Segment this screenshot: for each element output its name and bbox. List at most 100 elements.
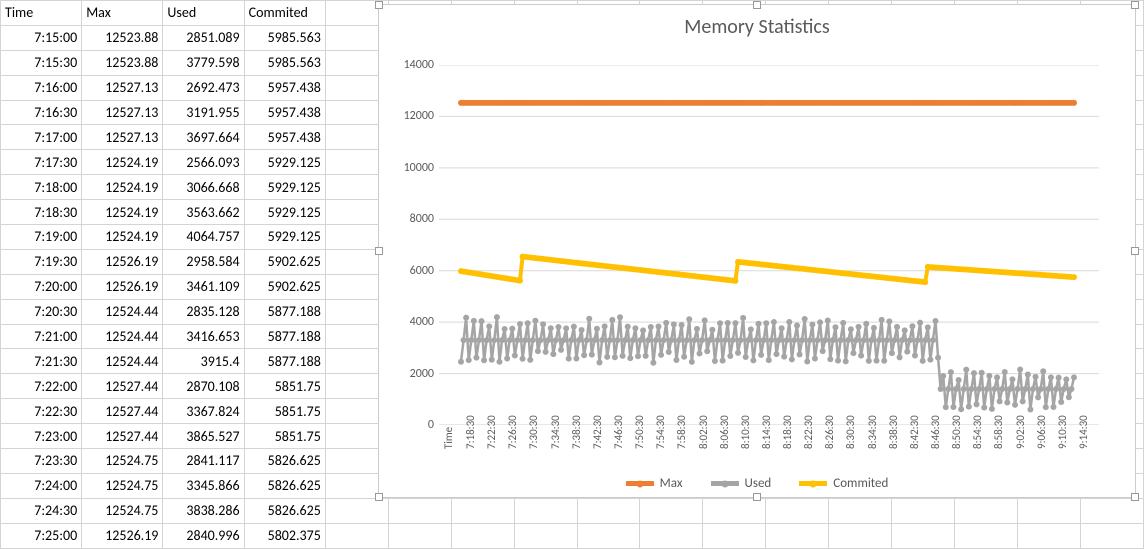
data-cell[interactable]: 12524.19 [82, 150, 163, 175]
data-cell[interactable]: 5957.438 [244, 100, 325, 125]
data-cell[interactable]: 7:24:00 [1, 473, 82, 498]
data-cell[interactable]: 7:15:30 [1, 50, 82, 75]
data-cell[interactable]: 7:18:30 [1, 200, 82, 225]
chart-handle-ne[interactable] [1131, 1, 1139, 9]
empty-cell[interactable] [955, 498, 1018, 523]
data-cell[interactable]: 7:18:00 [1, 175, 82, 200]
data-cell[interactable]: 2851.089 [163, 25, 244, 50]
data-cell[interactable]: 12527.44 [82, 374, 163, 399]
data-cell[interactable]: 5826.625 [244, 498, 325, 523]
empty-cell[interactable] [325, 523, 388, 548]
data-cell[interactable]: 7:16:00 [1, 75, 82, 100]
legend-item-commited[interactable]: Commited [799, 476, 888, 491]
empty-cell[interactable] [892, 498, 955, 523]
data-cell[interactable]: 12527.13 [82, 75, 163, 100]
data-cell[interactable]: 3838.286 [163, 498, 244, 523]
data-cell[interactable]: 3779.598 [163, 50, 244, 75]
data-cell[interactable]: 7:17:30 [1, 150, 82, 175]
data-cell[interactable]: 12524.75 [82, 449, 163, 474]
data-cell[interactable]: 12526.19 [82, 274, 163, 299]
empty-cell[interactable] [451, 523, 514, 548]
data-cell[interactable]: 7:21:00 [1, 324, 82, 349]
empty-cell[interactable] [577, 523, 640, 548]
empty-cell[interactable] [514, 523, 577, 548]
data-cell[interactable]: 12524.44 [82, 324, 163, 349]
data-cell[interactable]: 12524.19 [82, 225, 163, 250]
data-cell[interactable]: 5851.75 [244, 374, 325, 399]
data-cell[interactable]: 12526.19 [82, 523, 163, 548]
data-cell[interactable]: 3865.527 [163, 424, 244, 449]
chart-memory-statistics[interactable]: Memory Statistics 0200040006000800010000… [378, 4, 1136, 498]
data-cell[interactable]: 5877.188 [244, 324, 325, 349]
empty-cell[interactable] [640, 498, 703, 523]
data-cell[interactable]: 7:15:00 [1, 25, 82, 50]
chart-handle-e[interactable] [1131, 247, 1139, 255]
data-cell[interactable]: 5902.625 [244, 249, 325, 274]
chart-handle-nw[interactable] [375, 1, 383, 9]
data-cell[interactable]: 12527.44 [82, 424, 163, 449]
data-cell[interactable]: 5877.188 [244, 299, 325, 324]
empty-cell[interactable] [325, 498, 388, 523]
column-header-time[interactable]: Time [1, 1, 82, 26]
data-cell[interactable]: 5985.563 [244, 50, 325, 75]
data-cell[interactable]: 5929.125 [244, 200, 325, 225]
data-cell[interactable]: 12524.75 [82, 473, 163, 498]
empty-cell[interactable] [766, 498, 829, 523]
data-cell[interactable]: 7:22:30 [1, 399, 82, 424]
data-cell[interactable]: 2835.128 [163, 299, 244, 324]
data-cell[interactable]: 5826.625 [244, 473, 325, 498]
data-cell[interactable]: 12527.44 [82, 399, 163, 424]
chart-plot-area[interactable] [439, 65, 1099, 425]
data-cell[interactable]: 2692.473 [163, 75, 244, 100]
empty-cell[interactable] [514, 498, 577, 523]
data-cell[interactable]: 12524.44 [82, 299, 163, 324]
data-cell[interactable]: 5929.125 [244, 150, 325, 175]
empty-cell[interactable] [451, 498, 514, 523]
data-cell[interactable]: 12524.19 [82, 200, 163, 225]
empty-cell[interactable] [829, 498, 892, 523]
legend-item-used[interactable]: Used [711, 476, 772, 491]
data-cell[interactable]: 3461.109 [163, 274, 244, 299]
data-cell[interactable]: 12524.44 [82, 349, 163, 374]
data-cell[interactable]: 3416.653 [163, 324, 244, 349]
empty-cell[interactable] [892, 523, 955, 548]
data-cell[interactable]: 3066.668 [163, 175, 244, 200]
data-cell[interactable]: 7:20:00 [1, 274, 82, 299]
data-cell[interactable]: 12527.13 [82, 125, 163, 150]
data-cell[interactable]: 7:23:00 [1, 424, 82, 449]
chart-handle-sw[interactable] [375, 493, 383, 501]
empty-cell[interactable] [955, 523, 1018, 548]
data-cell[interactable]: 7:17:00 [1, 125, 82, 150]
column-header-max[interactable]: Max [82, 1, 163, 26]
data-cell[interactable]: 5929.125 [244, 175, 325, 200]
data-cell[interactable]: 12527.13 [82, 100, 163, 125]
empty-cell[interactable] [829, 523, 892, 548]
data-cell[interactable]: 7:19:30 [1, 249, 82, 274]
data-cell[interactable]: 3367.824 [163, 399, 244, 424]
empty-cell[interactable] [703, 523, 766, 548]
empty-cell[interactable] [388, 523, 451, 548]
data-cell[interactable]: 5902.625 [244, 274, 325, 299]
empty-cell[interactable] [766, 523, 829, 548]
data-cell[interactable]: 2870.108 [163, 374, 244, 399]
empty-cell[interactable] [577, 498, 640, 523]
data-cell[interactable]: 5957.438 [244, 125, 325, 150]
empty-cell[interactable] [388, 498, 451, 523]
data-cell[interactable]: 5851.75 [244, 399, 325, 424]
chart-title[interactable]: Memory Statistics [379, 5, 1135, 39]
data-cell[interactable]: 7:19:00 [1, 225, 82, 250]
data-cell[interactable]: 3191.955 [163, 100, 244, 125]
empty-cell[interactable] [1080, 498, 1143, 523]
data-cell[interactable]: 4064.757 [163, 225, 244, 250]
empty-cell[interactable] [703, 498, 766, 523]
data-cell[interactable]: 3915.4 [163, 349, 244, 374]
data-cell[interactable]: 12523.88 [82, 50, 163, 75]
data-cell[interactable]: 12526.19 [82, 249, 163, 274]
chart-handle-s[interactable] [753, 493, 761, 501]
data-cell[interactable]: 5957.438 [244, 75, 325, 100]
data-cell[interactable]: 7:22:00 [1, 374, 82, 399]
data-cell[interactable]: 3345.866 [163, 473, 244, 498]
column-header-used[interactable]: Used [163, 1, 244, 26]
chart-handle-se[interactable] [1131, 493, 1139, 501]
legend-item-max[interactable]: Max [626, 476, 683, 491]
